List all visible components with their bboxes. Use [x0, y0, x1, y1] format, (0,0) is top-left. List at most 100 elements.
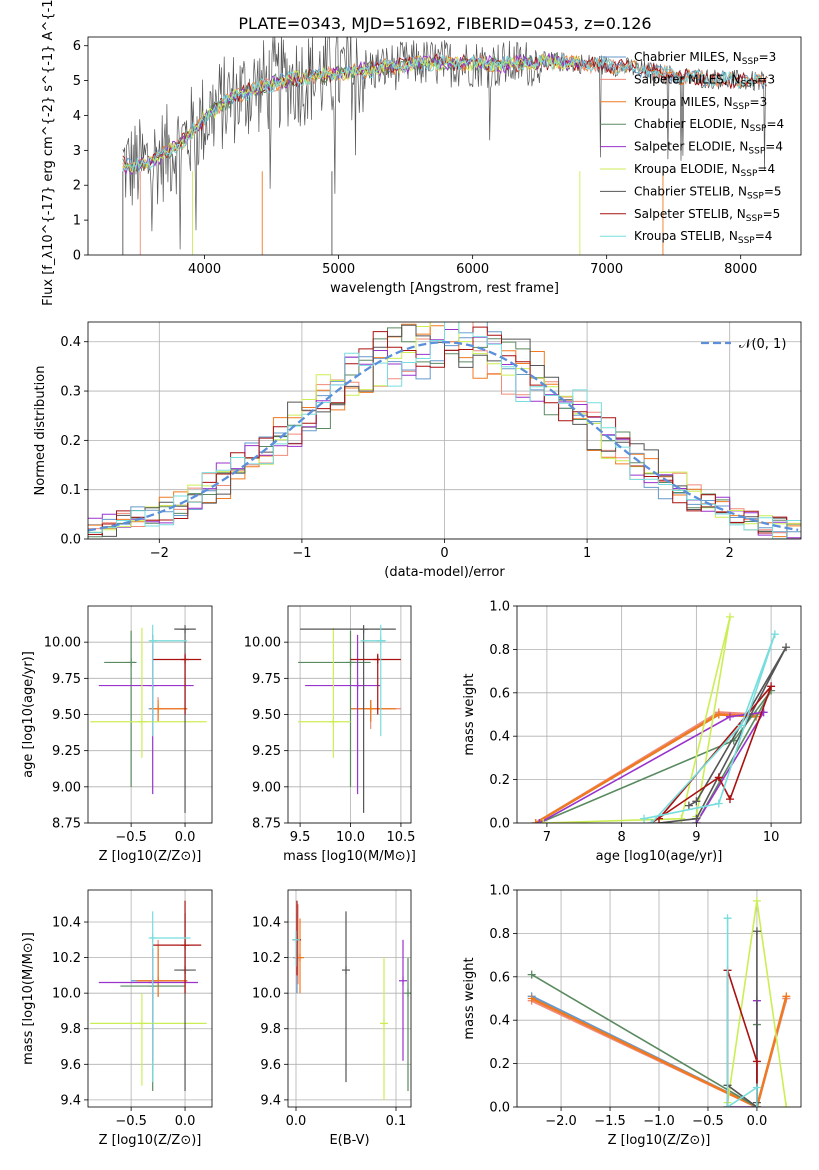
series-marker — [531, 819, 540, 823]
x-tick-label: −1 — [292, 546, 311, 561]
figure-title: PLATE=0343, MJD=51692, FIBERID=0453, z=0… — [238, 14, 651, 33]
panel-Z_vs_mass_weight: −2.0 −1.5 −1.0 −0.5 0.0 0.0 0.2 0.4 0.6 0.8 1.0 Z [… — [462, 884, 802, 1148]
series-marker — [692, 797, 701, 806]
y-tick-label: 9.75 — [252, 672, 281, 687]
legend-subscript: SSP — [748, 147, 765, 157]
y-tick-label: 9.8 — [260, 1022, 281, 1037]
data-point — [353, 681, 362, 690]
series-line — [727, 931, 758, 1107]
data-point — [399, 976, 407, 985]
y-tick-label: 9.00 — [52, 780, 81, 795]
y-tick-label: 1.0 — [489, 884, 510, 899]
legend: Chabrier MILES, NSSP=3 Salpeter MILES, NS… — [600, 50, 784, 246]
series-marker — [723, 914, 732, 923]
series-marker — [752, 1103, 761, 1107]
series-marker — [714, 773, 723, 782]
y-axis-label: age [log10(age/yr)] — [21, 651, 36, 778]
axes-frame — [87, 321, 802, 540]
legend-entry: Chabrier ELODIE, NSSP=4 — [634, 117, 784, 134]
series-marker — [752, 896, 761, 905]
data-point — [292, 935, 300, 944]
y-axis-label: mass [log10(M/M⊙)] — [21, 932, 36, 1065]
y-tick-label: 9.25 — [252, 744, 281, 759]
legend-subscript: SSP — [741, 169, 758, 179]
plot-area — [298, 624, 401, 813]
data-point — [148, 636, 157, 645]
series-marker — [535, 819, 544, 823]
data-point — [342, 966, 350, 975]
data-point — [148, 934, 157, 943]
x-tick-label: 9 — [692, 830, 700, 845]
series-marker — [726, 712, 734, 721]
series-marker — [726, 612, 734, 621]
legend-entry: Chabrier STELIB, NSSP=5 — [634, 184, 782, 201]
legend-value: =4 — [766, 117, 784, 131]
data-point — [137, 717, 146, 726]
x-axis-label: Z [log10(Z/Z⊙)] — [608, 1133, 711, 1148]
x-tick-label: 7 — [543, 830, 551, 845]
y-tick-label: 1.0 — [489, 600, 510, 615]
series-marker — [723, 1103, 732, 1107]
legend-value: =3 — [759, 50, 777, 64]
data-point — [329, 717, 338, 726]
y-tick-label: 9.75 — [52, 672, 81, 687]
series-marker — [539, 819, 548, 823]
x-tick-label: 1 — [583, 546, 591, 561]
y-tick-label: 10.0 — [52, 987, 81, 1002]
series-line — [726, 970, 758, 1107]
series-marker — [726, 795, 734, 804]
y-tick-label: 9.25 — [52, 744, 81, 759]
x-tick-label: −2 — [150, 546, 169, 561]
x-tick-label: 8000 — [724, 262, 757, 277]
series-marker — [752, 1057, 761, 1066]
y-tick-label: 9.4 — [60, 1093, 81, 1108]
series-marker — [752, 927, 761, 936]
axes-frame — [287, 605, 412, 824]
y-tick-label: 10.2 — [252, 951, 281, 966]
y-tick-label: 4 — [73, 109, 81, 124]
plot-area — [122, 37, 768, 255]
legend-value: =4 — [755, 229, 773, 243]
series-marker — [782, 1103, 791, 1107]
y-tick-label: 9.6 — [60, 1058, 81, 1073]
x-axis-label: age [log10(age/yr)] — [596, 849, 723, 864]
series-marker — [752, 1083, 761, 1092]
series-marker — [684, 801, 693, 810]
panel-residual_distribution: −2 −1 0 1 2 0.0 0.1 0.2 0.3 0.4 (data-model)/error… — [33, 321, 802, 580]
x-tick-label: 6000 — [456, 262, 489, 277]
plot-area — [531, 612, 791, 823]
data-point — [376, 636, 385, 645]
legend-subscript: SSP — [747, 191, 764, 201]
series-marker — [737, 721, 746, 730]
y-axis-label: mass weight — [462, 673, 477, 755]
y-tick-label: 9.50 — [52, 708, 81, 723]
legend-value: =4 — [757, 162, 775, 176]
x-tick-label: 4000 — [188, 262, 221, 277]
y-tick-label: 0.0 — [489, 817, 510, 832]
series-marker — [692, 814, 701, 823]
series-marker — [782, 643, 791, 652]
x-tick-label: 0.0 — [175, 830, 196, 845]
series-line — [531, 973, 758, 1107]
series-marker — [527, 970, 536, 979]
series-marker — [770, 630, 779, 639]
y-tick-label: 10.4 — [52, 916, 81, 931]
x-tick-label: 8 — [617, 830, 625, 845]
y-tick-label: 10.00 — [44, 636, 81, 651]
panel-mass_vs_age: 9.5 10.0 10.5 8.75 9.00 9.25 9.50 9.75 10.00 mass… — [244, 605, 416, 864]
y-tick-label: 0.6 — [489, 970, 510, 985]
y-tick-label: 0.0 — [60, 533, 81, 548]
legend-subscript: SSP — [742, 57, 759, 67]
y-tick-label: 0.8 — [489, 927, 510, 942]
series-marker — [640, 814, 649, 823]
y-tick-label: 9.00 — [252, 780, 281, 795]
y-axis-label: mass weight — [462, 957, 477, 1039]
x-tick-label: 0 — [440, 546, 448, 561]
y-tick-label: 0.4 — [489, 730, 510, 745]
legend-value: =3 — [757, 72, 775, 86]
x-tick-label: 0.0 — [175, 1114, 196, 1129]
y-tick-label: 10.2 — [52, 951, 81, 966]
panel-spectrum: 4000 5000 6000 7000 8000 0 1 2 3 4 5 6 wavelength [A… — [41, 0, 802, 306]
histogram-step — [88, 326, 801, 539]
